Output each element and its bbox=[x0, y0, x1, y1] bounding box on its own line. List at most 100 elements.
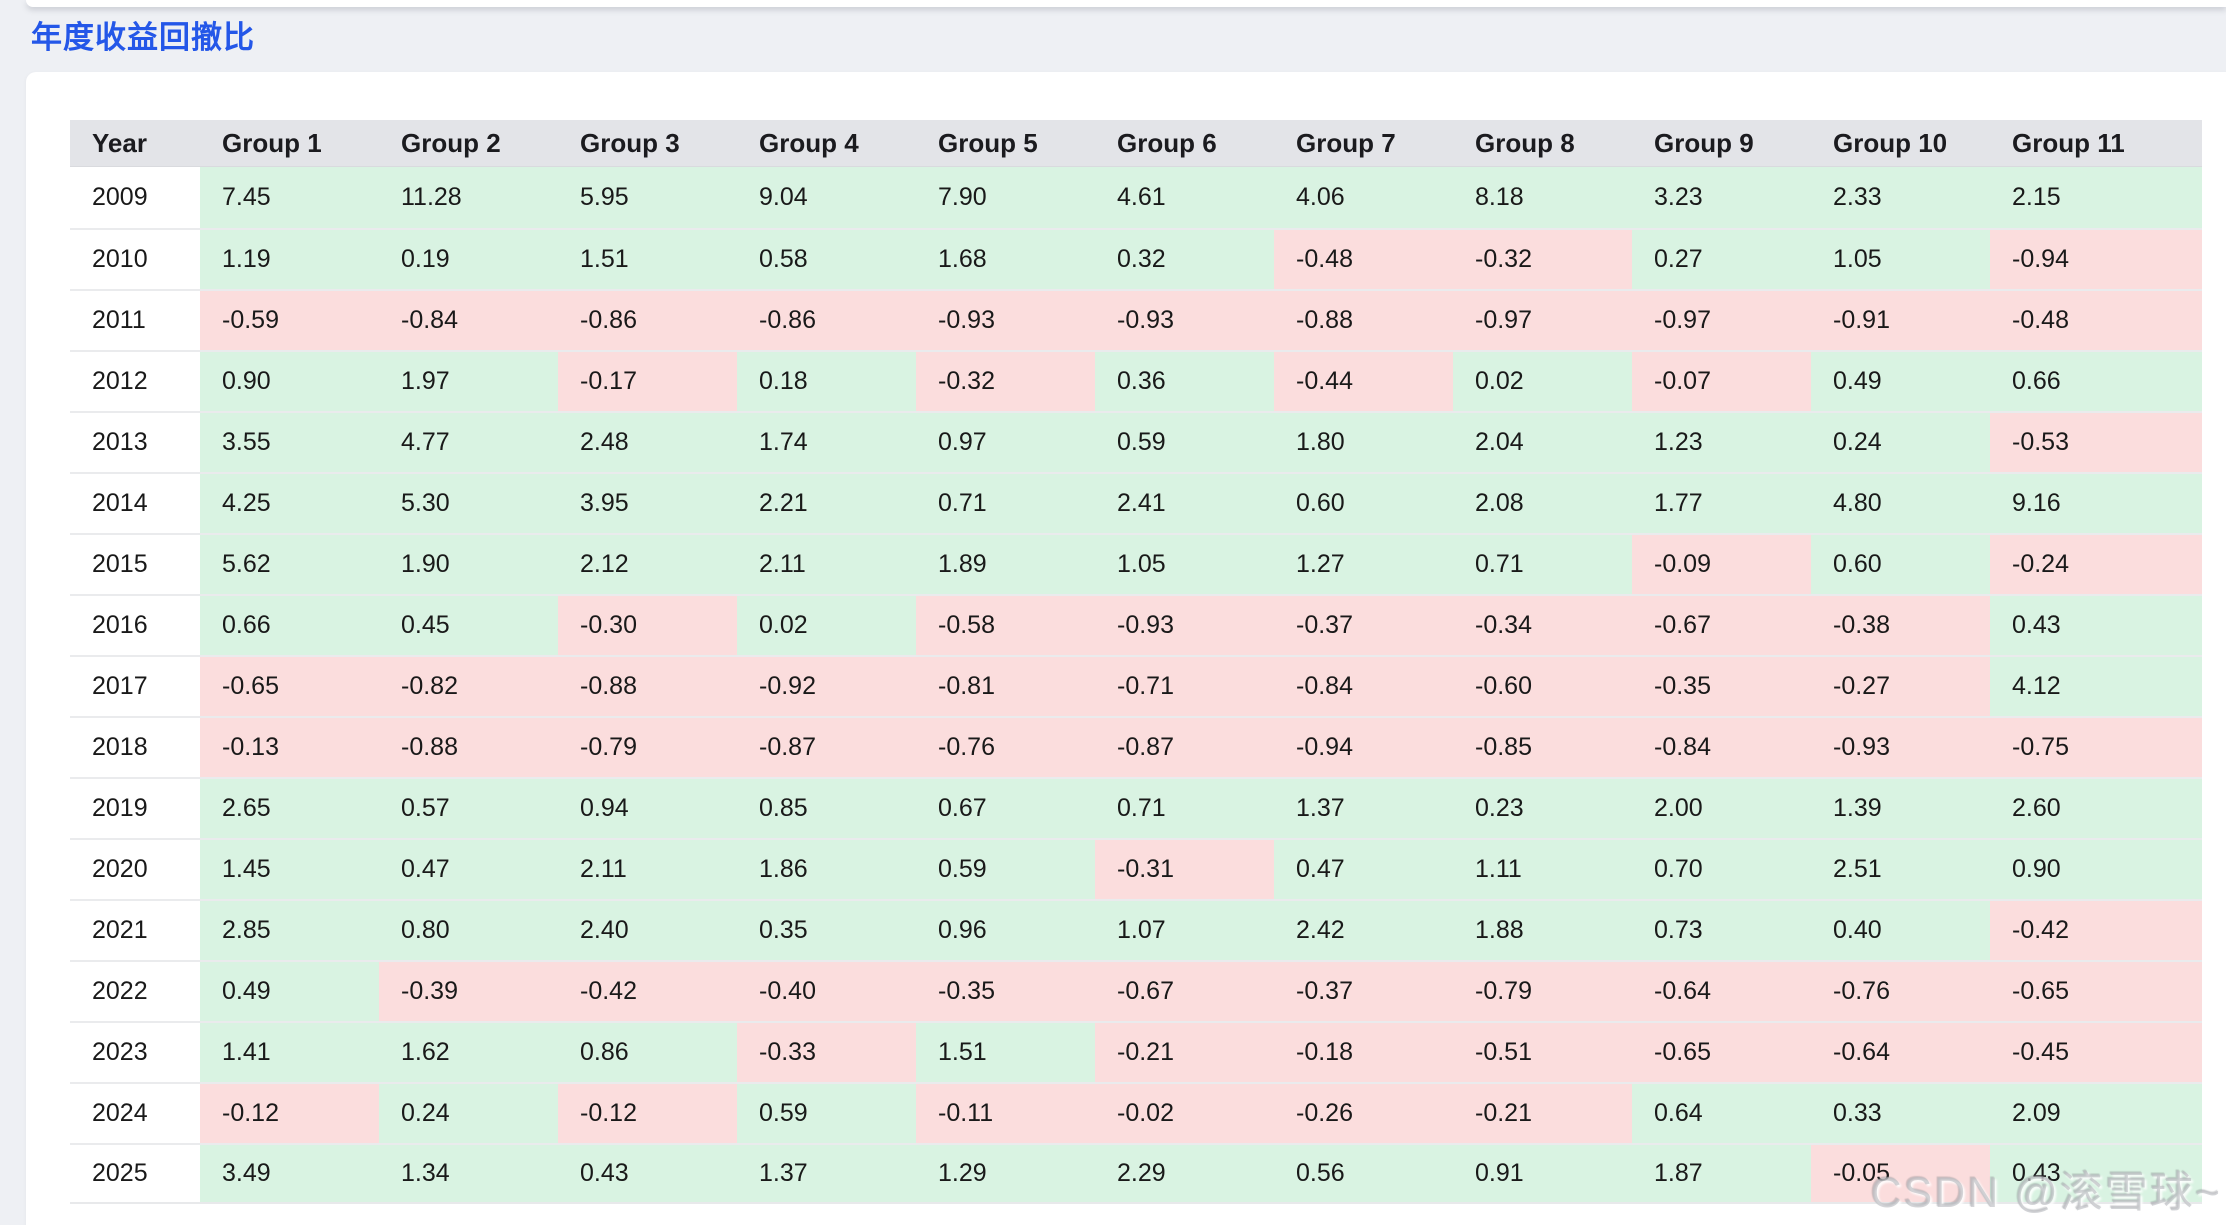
value-cell: -0.79 bbox=[558, 716, 737, 777]
value-cell: 1.68 bbox=[916, 228, 1095, 289]
year-cell: 2023 bbox=[70, 1021, 200, 1082]
value-cell: 0.97 bbox=[916, 411, 1095, 472]
value-cell: -0.38 bbox=[1811, 594, 1990, 655]
value-cell: -0.97 bbox=[1453, 289, 1632, 350]
value-cell: -0.93 bbox=[1095, 594, 1274, 655]
value-cell: 1.87 bbox=[1632, 1143, 1811, 1204]
value-cell: 0.18 bbox=[737, 350, 916, 411]
value-cell: 1.97 bbox=[379, 350, 558, 411]
value-cell: -0.18 bbox=[1274, 1021, 1453, 1082]
value-cell: -0.59 bbox=[200, 289, 379, 350]
value-cell: 0.47 bbox=[379, 838, 558, 899]
value-cell: 0.71 bbox=[1453, 533, 1632, 594]
value-cell: 0.91 bbox=[1453, 1143, 1632, 1204]
value-cell: 2.09 bbox=[1990, 1082, 2202, 1143]
value-cell: -0.09 bbox=[1632, 533, 1811, 594]
table-row: 2016 0.66 0.45 -0.30 0.02 -0.58 -0.93 -0.37 -0.3… bbox=[70, 594, 2202, 655]
value-cell: 0.19 bbox=[379, 228, 558, 289]
value-cell: 1.05 bbox=[1811, 228, 1990, 289]
value-cell: 2.33 bbox=[1811, 167, 1990, 228]
column-header-group-10: Group 10 bbox=[1811, 120, 1990, 167]
table-row: 2017 -0.65 -0.82 -0.88 -0.92 -0.81 -0.71 -0.84-… bbox=[70, 655, 2202, 716]
year-cell: 2024 bbox=[70, 1082, 200, 1143]
value-cell: 2.00 bbox=[1632, 777, 1811, 838]
value-cell: 0.49 bbox=[1811, 350, 1990, 411]
value-cell: 1.34 bbox=[379, 1143, 558, 1204]
value-cell: 0.67 bbox=[916, 777, 1095, 838]
value-cell: 2.15 bbox=[1990, 167, 2202, 228]
value-cell: 0.60 bbox=[1811, 533, 1990, 594]
year-cell: 2016 bbox=[70, 594, 200, 655]
value-cell: -0.67 bbox=[1095, 960, 1274, 1021]
value-cell: 0.59 bbox=[1095, 411, 1274, 472]
value-cell: -0.05 bbox=[1811, 1143, 1990, 1204]
value-cell: -0.02 bbox=[1095, 1082, 1274, 1143]
value-cell: -0.65 bbox=[200, 655, 379, 716]
value-cell: 1.62 bbox=[379, 1021, 558, 1082]
table-row: 2024 -0.12 0.24 -0.12 0.59 -0.11 -0.02 -0.26 -0.… bbox=[70, 1082, 2202, 1143]
value-cell: 0.73 bbox=[1632, 899, 1811, 960]
value-cell: 0.45 bbox=[379, 594, 558, 655]
value-cell: 0.96 bbox=[916, 899, 1095, 960]
value-cell: 8.18 bbox=[1453, 167, 1632, 228]
value-cell: -0.31 bbox=[1095, 838, 1274, 899]
value-cell: 1.23 bbox=[1632, 411, 1811, 472]
table-row: 2010 1.19 0.19 1.51 0.58 1.68 0.32 -0.48 -0.32 0.… bbox=[70, 228, 2202, 289]
value-cell: -0.79 bbox=[1453, 960, 1632, 1021]
value-cell: -0.34 bbox=[1453, 594, 1632, 655]
value-cell: -0.93 bbox=[1095, 289, 1274, 350]
value-cell: 0.24 bbox=[379, 1082, 558, 1143]
value-cell: -0.32 bbox=[916, 350, 1095, 411]
table-row: 2012 0.90 1.97 -0.17 0.18 -0.32 0.36 -0.44 0.02-… bbox=[70, 350, 2202, 411]
value-cell: 4.80 bbox=[1811, 472, 1990, 533]
value-cell: -0.76 bbox=[1811, 960, 1990, 1021]
column-header-group-3: Group 3 bbox=[558, 120, 737, 167]
value-cell: 0.66 bbox=[200, 594, 379, 655]
value-cell: 3.49 bbox=[200, 1143, 379, 1204]
value-cell: 2.85 bbox=[200, 899, 379, 960]
table-body: 2009 7.45 11.28 5.95 9.04 7.90 4.61 4.06 8.18 3.2… bbox=[70, 167, 2202, 1204]
value-cell: 5.30 bbox=[379, 472, 558, 533]
value-cell: 0.58 bbox=[737, 228, 916, 289]
value-cell: 1.45 bbox=[200, 838, 379, 899]
value-cell: 1.90 bbox=[379, 533, 558, 594]
table-row: 2014 4.25 5.30 3.95 2.21 0.71 2.41 0.60 2.08 1.77… bbox=[70, 472, 2202, 533]
table-row: 2020 1.45 0.47 2.11 1.86 0.59 -0.31 0.47 1.11 0.7… bbox=[70, 838, 2202, 899]
value-cell: 2.60 bbox=[1990, 777, 2202, 838]
value-cell: -0.42 bbox=[1990, 899, 2202, 960]
value-cell: -0.12 bbox=[200, 1082, 379, 1143]
value-cell: -0.13 bbox=[200, 716, 379, 777]
value-cell: 3.55 bbox=[200, 411, 379, 472]
value-cell: 9.04 bbox=[737, 167, 916, 228]
value-cell: 1.51 bbox=[916, 1021, 1095, 1082]
value-cell: -0.87 bbox=[1095, 716, 1274, 777]
value-cell: -0.84 bbox=[1274, 655, 1453, 716]
value-cell: -0.48 bbox=[1274, 228, 1453, 289]
value-cell: -0.88 bbox=[379, 716, 558, 777]
column-header-group-5: Group 5 bbox=[916, 120, 1095, 167]
year-cell: 2017 bbox=[70, 655, 200, 716]
value-cell: 0.32 bbox=[1095, 228, 1274, 289]
value-cell: 2.12 bbox=[558, 533, 737, 594]
value-cell: 3.95 bbox=[558, 472, 737, 533]
value-cell: -0.33 bbox=[737, 1021, 916, 1082]
value-cell: 0.23 bbox=[1453, 777, 1632, 838]
value-cell: 1.37 bbox=[737, 1143, 916, 1204]
value-cell: -0.76 bbox=[916, 716, 1095, 777]
value-cell: -0.17 bbox=[558, 350, 737, 411]
value-cell: 0.49 bbox=[200, 960, 379, 1021]
value-cell: 0.43 bbox=[558, 1143, 737, 1204]
value-cell: 4.77 bbox=[379, 411, 558, 472]
value-cell: 2.08 bbox=[1453, 472, 1632, 533]
value-cell: -0.11 bbox=[916, 1082, 1095, 1143]
value-cell: -0.93 bbox=[1811, 716, 1990, 777]
value-cell: 0.90 bbox=[200, 350, 379, 411]
column-header-year: Year bbox=[70, 120, 200, 167]
value-cell: 0.27 bbox=[1632, 228, 1811, 289]
value-cell: 2.29 bbox=[1095, 1143, 1274, 1204]
value-cell: -0.86 bbox=[558, 289, 737, 350]
value-cell: 2.51 bbox=[1811, 838, 1990, 899]
value-cell: -0.37 bbox=[1274, 594, 1453, 655]
